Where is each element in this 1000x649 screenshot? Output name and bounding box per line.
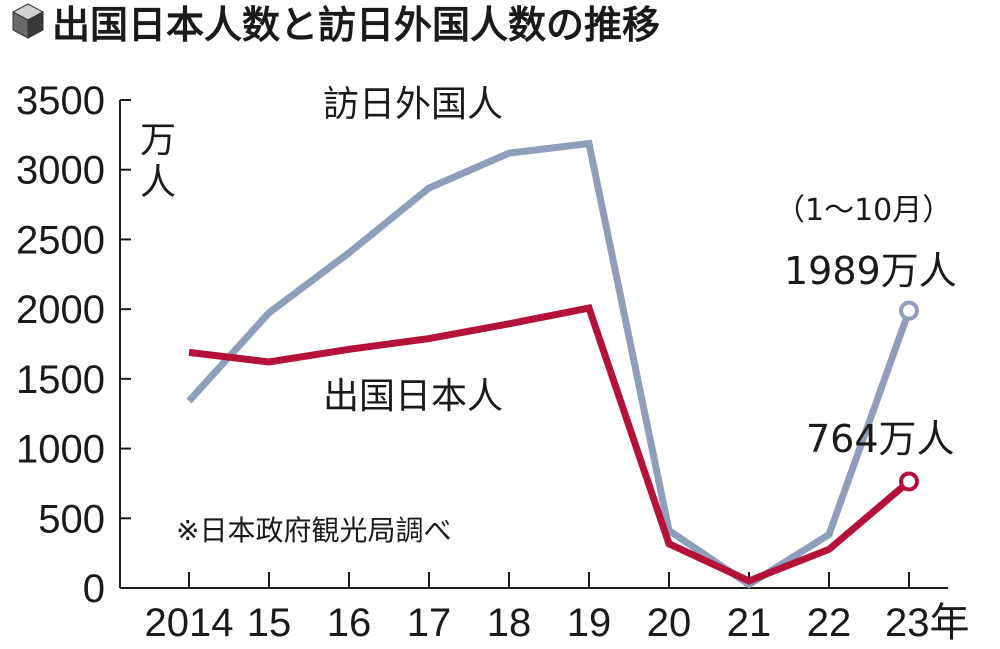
x-tick-label: 15 bbox=[247, 601, 292, 645]
y-tick-label: 2500 bbox=[16, 218, 105, 262]
series-layer bbox=[186, 139, 919, 589]
x-tick-label: 20 bbox=[647, 601, 692, 645]
y-tick-label: 500 bbox=[38, 497, 105, 541]
foreign-visitors-line bbox=[186, 139, 913, 589]
chart-title: 出国日本人数と訪日外国人数の推移 bbox=[52, 3, 660, 47]
x-tick-label: 23年 bbox=[885, 601, 970, 645]
x-axis-ticks: 2014 15 16 17 18 19 20 21 22 23年 bbox=[145, 572, 970, 645]
japanese-latest-annotation: 764万人 bbox=[806, 417, 955, 461]
y-unit-char-2: 人 bbox=[140, 162, 176, 203]
japanese-endpoint-marker bbox=[899, 471, 919, 492]
series-label-foreign: 訪日外国人 bbox=[323, 84, 503, 125]
foreign-latest-annotation: 1989万人 bbox=[784, 249, 957, 293]
y-tick-label: 1000 bbox=[16, 428, 105, 472]
foreign-endpoint-marker bbox=[899, 300, 919, 321]
y-unit-char-1: 万 bbox=[140, 120, 176, 161]
x-tick-label: 16 bbox=[327, 601, 372, 645]
y-tick-label: 3000 bbox=[16, 149, 105, 193]
y-axis-unit: 万 人 bbox=[140, 120, 176, 203]
cube-icon bbox=[11, 3, 45, 39]
x-tick-label: 22 bbox=[807, 601, 852, 645]
series-label-japanese: 出国日本人 bbox=[323, 376, 503, 417]
japanese-departures-line bbox=[188, 304, 912, 585]
x-tick-label: 2014 bbox=[145, 601, 234, 645]
period-annotation: （1〜10月） bbox=[775, 193, 952, 228]
x-tick-label: 19 bbox=[567, 601, 612, 645]
y-axis-ticks: 0 500 1000 1500 2000 2500 3000 3500 bbox=[16, 79, 131, 611]
y-tick-label: 2000 bbox=[16, 288, 105, 332]
x-tick-label: 17 bbox=[407, 601, 452, 645]
y-tick-label: 1500 bbox=[16, 358, 105, 402]
y-tick-label: 3500 bbox=[16, 79, 105, 123]
x-tick-label: 18 bbox=[487, 601, 532, 645]
y-tick-label: 0 bbox=[83, 567, 105, 611]
x-tick-label: 21 bbox=[727, 601, 772, 645]
source-note: ※日本政府観光局調べ bbox=[176, 514, 451, 547]
